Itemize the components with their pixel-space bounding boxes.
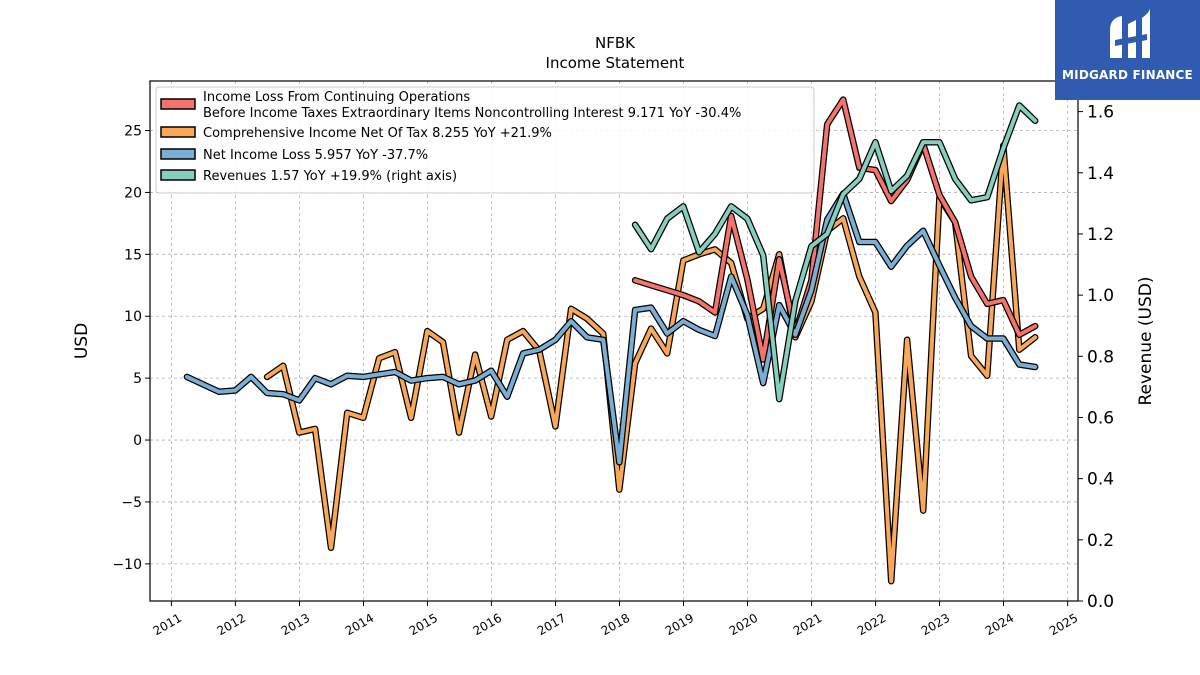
x-tick-label: 2024 [983,611,1016,638]
y2-tick-label: 0.8 [1087,347,1114,367]
y2-tick-label: 0.4 [1087,470,1114,490]
x-tick-label: 2019 [663,611,696,638]
legend-swatch [160,98,196,110]
legend-label: Revenues 1.57 YoY +19.9% (right axis) [203,169,457,184]
legend-swatch [160,169,196,181]
y-tick-label: 20 [124,185,142,201]
legend-label: Net Income Loss 5.957 YoY -37.7% [203,148,428,163]
y-tick-label: −5 [121,495,142,511]
y-tick-label: 5 [133,371,142,387]
series-line-stroke [633,103,1038,402]
y2-tick-label: 1.2 [1087,225,1114,245]
legend-swatch [160,148,196,160]
series-line-outline [263,142,1039,585]
y-axis-label: USD [72,323,92,359]
y2-axis-ticks: 0.0 0.2 0.4 0.6 0.8 1.0 1.2 1.4 1.6 [1078,103,1114,612]
series-line-stroke [265,143,1038,584]
x-tick-label: 2021 [791,611,824,638]
x-axis-ticks: 2011 2012 2013 2014 2015 2016 2017 2018 2019 2020… [151,601,1080,638]
y2-tick-label: 1.4 [1087,164,1114,184]
legend-swatch [160,126,196,138]
brand-logo: MIDGARD FINANCE [1055,0,1200,100]
plot-frame [149,80,1079,602]
legend-label: Comprehensive Income Net Of Tax 8.255 Yo… [203,126,552,141]
series-line-stroke [633,97,1038,362]
y-tick-label: 10 [124,309,142,325]
y2-axis-label: Revenue (USD) [1136,276,1156,405]
legend-label: Income Loss From Continuing Operations Be… [203,90,741,121]
x-tick-label: 2023 [919,611,952,638]
y2-tick-label: 0.2 [1087,531,1114,551]
series-line-3 [183,190,1039,466]
series-line-outline [183,190,1039,466]
midgard-logo-icon [1110,8,1150,58]
x-tick-label: 2011 [151,611,184,638]
brand-name: MIDGARD FINANCE [1062,68,1193,82]
x-tick-label: 2016 [471,611,504,638]
x-tick-label: 2018 [599,611,632,638]
y2-tick-label: 1.6 [1087,103,1114,123]
x-tick-label: 2017 [535,611,568,638]
series-lines [183,96,1039,585]
y2-tick-label: 0.0 [1087,592,1114,612]
series-line-1 [631,96,1039,363]
series-line-stroke [185,191,1038,465]
x-tick-label: 2022 [855,611,888,638]
x-tick-label: 2025 [1047,611,1080,638]
y-tick-label: 15 [124,247,142,263]
y-tick-label: −10 [112,557,142,573]
series-line-2 [263,142,1039,585]
chart-title: NFBK [595,34,636,52]
legend: Income Loss From Continuing Operations Be… [155,86,815,194]
x-tick-label: 2015 [407,611,440,638]
x-tick-label: 2012 [215,611,248,638]
y-tick-label: 25 [124,124,142,140]
y-tick-label: 0 [133,433,142,449]
series-line-4 [631,102,1039,403]
chart-subtitle: Income Statement [546,54,685,72]
x-tick-label: 2020 [727,611,760,638]
y-axis-ticks: −10 −5 0 5 10 15 20 25 [112,124,150,573]
y2-tick-label: 1.0 [1087,286,1114,306]
x-tick-label: 2013 [279,611,312,638]
y2-tick-label: 0.6 [1087,408,1114,428]
legend-box [155,86,815,194]
x-tick-label: 2014 [343,611,376,638]
